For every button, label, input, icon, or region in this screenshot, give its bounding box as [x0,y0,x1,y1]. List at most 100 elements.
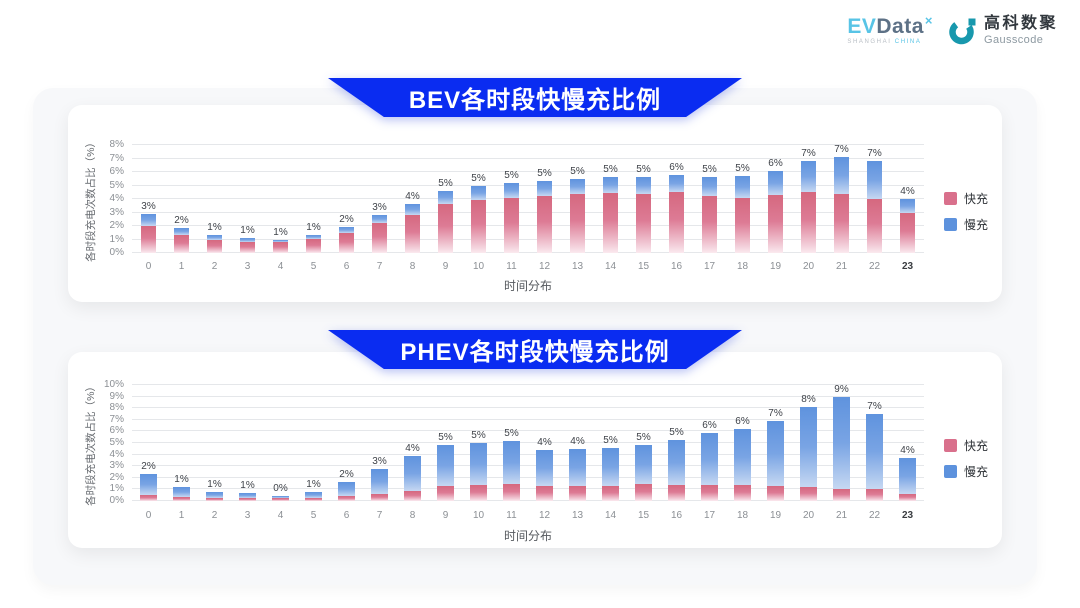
bar-segment-slow-charge[interactable] [734,429,751,485]
bar-segment-fast-charge[interactable] [833,488,850,501]
bar-segment-slow-charge[interactable] [437,445,454,486]
bar-segment-fast-charge[interactable] [801,191,816,253]
bar-segment-slow-charge[interactable] [669,174,684,193]
bar-segment-fast-charge[interactable] [306,238,321,253]
bar-segment-fast-charge[interactable] [405,214,420,253]
bar-segment-slow-charge[interactable] [338,482,355,496]
legend-item-慢充[interactable]: 慢充 [944,216,988,233]
bar-segment-slow-charge[interactable] [702,176,717,197]
bar-segment-fast-charge[interactable] [768,194,783,253]
bar-segment-fast-charge[interactable] [339,232,354,253]
bar-segment-slow-charge[interactable] [801,161,816,192]
bar-segment-fast-charge[interactable] [305,497,322,501]
bar-segment-fast-charge[interactable] [636,193,651,253]
bar-segment-fast-charge[interactable] [273,242,288,253]
bar-segment-slow-charge[interactable] [206,491,223,498]
bar-segment-slow-charge[interactable] [668,439,685,485]
bar-segment-slow-charge[interactable] [833,397,850,489]
bar-segment-slow-charge[interactable] [603,177,618,193]
bar-segment-fast-charge[interactable] [668,484,685,501]
bar-segment-slow-charge[interactable] [768,170,783,195]
bar-segment-slow-charge[interactable] [602,448,619,486]
bar-segment-slow-charge[interactable] [239,493,256,498]
bar-segment-fast-charge[interactable] [866,489,883,501]
bar-segment-fast-charge[interactable] [767,485,784,501]
bar-segment-fast-charge[interactable] [735,197,750,253]
bar-segment-slow-charge[interactable] [272,495,289,499]
bar-segment-slow-charge[interactable] [372,215,387,224]
bar-segment-fast-charge[interactable] [503,484,520,501]
bar-segment-slow-charge[interactable] [900,199,915,213]
bar-segment-slow-charge[interactable] [767,420,784,486]
bar-segment-slow-charge[interactable] [470,443,487,485]
bar-segment-fast-charge[interactable] [570,194,585,253]
bar-segment-fast-charge[interactable] [504,197,519,253]
bar-segment-fast-charge[interactable] [702,196,717,253]
bar-segment-fast-charge[interactable] [437,485,454,501]
bar-segment-fast-charge[interactable] [867,199,882,253]
bar-segment-slow-charge[interactable] [471,185,486,200]
bar-segment-fast-charge[interactable] [569,485,586,501]
bar-segment-fast-charge[interactable] [635,484,652,501]
legend-item-慢充[interactable]: 慢充 [944,463,988,480]
bar-segment-fast-charge[interactable] [603,192,618,253]
bar-segment-slow-charge[interactable] [404,455,421,492]
bar-segment-fast-charge[interactable] [371,494,388,501]
bar-segment-fast-charge[interactable] [174,235,189,253]
bar-segment-slow-charge[interactable] [305,492,322,498]
bar-segment-slow-charge[interactable] [570,178,585,195]
bar-segment-slow-charge[interactable] [140,474,157,496]
bar-segment-slow-charge[interactable] [174,228,189,236]
bar-segment-fast-charge[interactable] [471,199,486,253]
bar-segment-slow-charge[interactable] [866,414,883,490]
bar-segment-slow-charge[interactable] [503,440,520,485]
bar-segment-slow-charge[interactable] [141,213,156,226]
bar-segment-fast-charge[interactable] [701,484,718,501]
bar-segment-fast-charge[interactable] [669,192,684,253]
bar-segment-slow-charge[interactable] [537,180,552,196]
bar-segment-fast-charge[interactable] [140,495,157,501]
bar-segment-fast-charge[interactable] [372,223,387,253]
bar-segment-fast-charge[interactable] [141,226,156,253]
bar-segment-slow-charge[interactable] [834,157,849,195]
bar-segment-fast-charge[interactable] [537,195,552,253]
bar-segment-slow-charge[interactable] [536,449,553,486]
bar-segment-slow-charge[interactable] [569,448,586,486]
bar-segment-fast-charge[interactable] [800,487,817,501]
bar-segment-slow-charge[interactable] [405,204,420,215]
bar-segment-slow-charge[interactable] [173,487,190,497]
bar-segment-fast-charge[interactable] [900,212,915,253]
bar-segment-fast-charge[interactable] [834,194,849,253]
bar-segment-slow-charge[interactable] [504,182,519,198]
bar-segment-slow-charge[interactable] [306,235,321,239]
bar-segment-slow-charge[interactable] [339,227,354,233]
bar-segment-slow-charge[interactable] [899,458,916,495]
bar-segment-slow-charge[interactable] [800,407,817,488]
bar-segment-slow-charge[interactable] [273,239,288,243]
bar-segment-slow-charge[interactable] [735,176,750,198]
bar-segment-slow-charge[interactable] [371,468,388,495]
bar-segment-slow-charge[interactable] [635,445,652,485]
bar-segment-fast-charge[interactable] [470,484,487,501]
bar-segment-fast-charge[interactable] [602,485,619,501]
bar-segment-fast-charge[interactable] [173,496,190,501]
bar-segment-fast-charge[interactable] [734,484,751,501]
bar-segment-fast-charge[interactable] [536,485,553,501]
bar-segment-slow-charge[interactable] [701,432,718,485]
bar-segment-slow-charge[interactable] [438,190,453,205]
bar-segment-slow-charge[interactable] [636,177,651,194]
bar-segment-fast-charge[interactable] [240,241,255,253]
bar-segment-slow-charge[interactable] [240,238,255,242]
bar-segment-fast-charge[interactable] [899,494,916,501]
bar-segment-fast-charge[interactable] [438,204,453,253]
bar-segment-fast-charge[interactable] [207,240,222,253]
bar-segment-fast-charge[interactable] [404,491,421,501]
legend-item-快充[interactable]: 快充 [944,190,988,207]
bar-segment-fast-charge[interactable] [338,495,355,501]
legend-item-快充[interactable]: 快充 [944,437,988,454]
bar-segment-fast-charge[interactable] [206,497,223,501]
bar-segment-fast-charge[interactable] [239,497,256,501]
bar-segment-slow-charge[interactable] [207,235,222,241]
bar-segment-slow-charge[interactable] [867,161,882,199]
bar-segment-fast-charge[interactable] [272,498,289,501]
